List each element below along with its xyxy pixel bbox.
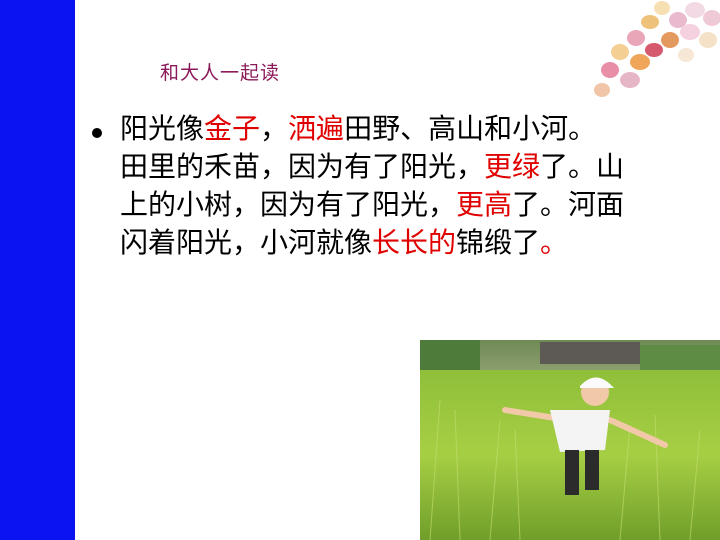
child-in-rice-field-photo bbox=[420, 340, 720, 540]
paragraph-text: 闪着阳光，小河就像 bbox=[120, 226, 373, 259]
paragraph-line: 田里的禾苗，因为有了阳光，更绿了。山 bbox=[120, 148, 705, 186]
emphasis-text: 洒遍 bbox=[288, 112, 345, 145]
paragraph-line: 上的小树，因为有了阳光，更高了。河面 bbox=[120, 186, 705, 224]
left-accent-bar bbox=[0, 0, 75, 540]
paragraph-line: 闪着阳光，小河就像长长的锦缎了。 bbox=[120, 224, 705, 262]
emphasis-text: 长长的 bbox=[372, 226, 457, 259]
paragraph-text: 锦缎了 bbox=[456, 226, 541, 259]
paragraph-text: 田里的禾苗，因为有了阳光， bbox=[120, 150, 485, 183]
section-subtitle: 和大人一起读 bbox=[160, 62, 281, 84]
emphasis-text: 。 bbox=[540, 226, 569, 259]
paragraph-line: 阳光像金子，洒遍田野、高山和小河。 bbox=[120, 110, 705, 148]
emphasis-text: 金子 bbox=[204, 112, 261, 145]
emphasis-text: 更高 bbox=[456, 188, 513, 221]
paragraph-text: 田野、高山和小河。 bbox=[344, 112, 597, 145]
bullet-dot-icon bbox=[92, 128, 102, 138]
paragraph-text: 了。河面 bbox=[512, 188, 625, 221]
paragraph-text: 上的小树，因为有了阳光， bbox=[120, 188, 457, 221]
reading-paragraph: 阳光像金子，洒遍田野、高山和小河。 田里的禾苗，因为有了阳光，更绿了。山 上的小树，… bbox=[120, 110, 705, 262]
paragraph-text: ， bbox=[260, 112, 289, 145]
emphasis-text: 更绿 bbox=[484, 150, 541, 183]
paragraph-text: 阳光像 bbox=[120, 112, 205, 145]
candy-decoration-image bbox=[590, 0, 720, 105]
paragraph-text: 了。山 bbox=[540, 150, 625, 183]
